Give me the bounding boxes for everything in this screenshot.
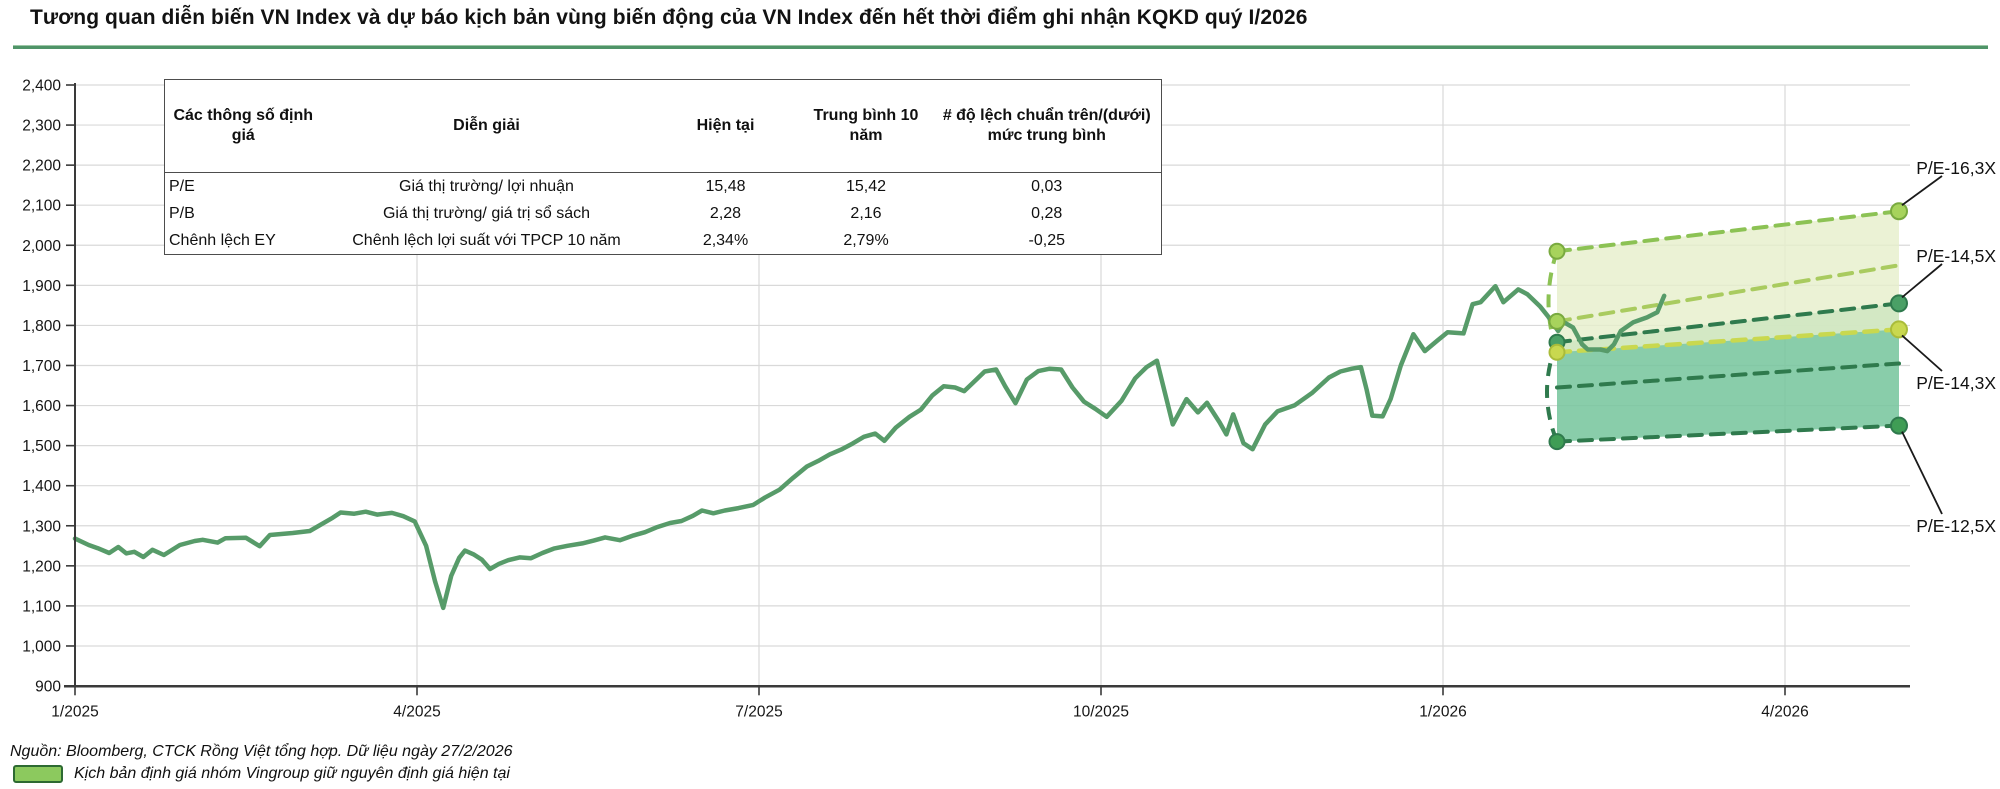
table-cell: 0,03 — [1031, 177, 1063, 195]
callout-connector — [1901, 334, 1943, 372]
table-cell: 2,79% — [843, 231, 889, 249]
x-tick-label: 4/2025 — [393, 703, 440, 720]
table-cell: 15,48 — [705, 177, 746, 195]
x-tick-label: 4/2026 — [1761, 703, 1808, 720]
y-tick-label: 1,300 — [22, 518, 61, 535]
y-tick-label: 1,200 — [22, 558, 61, 575]
scenario-start-dot — [1548, 343, 1566, 361]
y-tick-label: 2,400 — [22, 78, 61, 95]
scenario-start-dot — [1548, 312, 1566, 330]
valuation-table: Các thông số định giá Diễn giải Hiện tại Tr… — [164, 79, 1162, 255]
legend-swatch-scenario — [13, 765, 63, 783]
table-cell: Chênh lệch EY — [169, 231, 276, 249]
table-cell: 15,42 — [845, 177, 887, 195]
table-cell: 2,34% — [702, 231, 749, 249]
table-cell: P/B — [169, 204, 195, 222]
scenario-end-dot — [1890, 416, 1908, 435]
scenario-end-dot — [1890, 202, 1908, 221]
x-tick-label: 1/2025 — [51, 703, 98, 720]
x-tick-label: 1/2026 — [1419, 703, 1466, 720]
legend-label: Kịch bản định giá nhóm Vingroup giữ nguy… — [74, 765, 510, 782]
page-title: Tương quan diễn biến VN Index và dự báo … — [30, 6, 1308, 29]
y-tick-label: 1,900 — [22, 278, 61, 295]
table-row: Chênh lệch EY Chênh lệch lợi suất với TPC… — [165, 227, 1162, 255]
table-cell: -0,25 — [1028, 231, 1065, 249]
y-tick-label: 2,100 — [22, 198, 61, 215]
legend: Kịch bản định giá nhóm Vingroup giữ nguy… — [13, 765, 510, 783]
y-tick-label: 1,800 — [22, 318, 61, 335]
y-tick-label: 1,100 — [22, 598, 61, 615]
valuation-table-header: Các thông số định giá Diễn giải Hiện tại Tr… — [164, 79, 1162, 173]
callout-connector — [1901, 263, 1943, 299]
pe-scenario-label: P/E-16,3X — [1916, 158, 1996, 178]
vnindex-line — [72, 283, 1667, 611]
y-tick-label: 2,000 — [22, 238, 61, 255]
x-tick-label: 10/2025 — [1073, 703, 1129, 720]
y-tick-label: 1,700 — [22, 358, 61, 375]
table-row: P/B Giá thị trường/ giá trị sổ sách 2,28 2,… — [165, 200, 1162, 227]
scenario-end-dot — [1890, 320, 1908, 339]
table-cell: 0,28 — [1031, 204, 1063, 222]
scenario-line — [1555, 301, 1901, 345]
title-rule — [13, 45, 1988, 49]
scenario-line — [1555, 263, 1901, 324]
y-tick-label: 1,500 — [22, 438, 61, 455]
pe-scenario-label: P/E-14,3X — [1916, 373, 1996, 393]
table-cell: Giá thị trường/ lợi nhuận — [399, 177, 574, 195]
source-note: Nguồn: Bloomberg, CTCK Rồng Việt tổng hợ… — [10, 743, 513, 760]
callout-connector — [1901, 431, 1943, 515]
table-header-col3: Hiện tại — [651, 79, 800, 173]
y-tick-label: 1,600 — [22, 398, 61, 415]
y-tick-label: 2,300 — [22, 118, 61, 135]
pe-scenario-label: P/E-14,5X — [1916, 246, 1996, 266]
y-tick-label: 2,200 — [22, 158, 61, 175]
callout-connector — [1901, 175, 1943, 206]
scenario-line — [1555, 209, 1901, 254]
table-cell: Giá thị trường/ giá trị sổ sách — [382, 204, 591, 222]
y-tick-label: 900 — [35, 679, 61, 696]
y-tick-label: 1,400 — [22, 478, 61, 495]
table-cell: 2,16 — [850, 204, 882, 222]
table-row: P/E Giá thị trường/ lợi nhuận 15,48 15,42 0,… — [165, 173, 1162, 201]
table-header-col2: Diễn giải — [321, 79, 652, 173]
table-cell: P/E — [169, 177, 195, 195]
y-tick-label: 1,000 — [22, 638, 61, 655]
scenario-start-dot — [1548, 242, 1566, 260]
scenario-end-dot — [1890, 294, 1908, 313]
table-header-col5: # độ lệch chuẩn trên/(dưới) mức trung bì… — [932, 79, 1162, 173]
table-header-col4: Trung bình 10 năm — [799, 79, 933, 173]
scenario-start-dot — [1548, 433, 1566, 451]
pe-scenario-label: P/E-12,5X — [1916, 516, 1996, 536]
table-cell: Chênh lệch lợi suất với TPCP 10 năm — [352, 231, 621, 249]
scenario-line — [1554, 327, 1902, 355]
scenario-line — [1555, 423, 1901, 444]
scenario-line — [1555, 361, 1901, 390]
table-cell: 2,28 — [709, 204, 742, 222]
table-header-col1: Các thông số định giá — [164, 79, 322, 173]
x-tick-label: 7/2025 — [735, 703, 782, 720]
